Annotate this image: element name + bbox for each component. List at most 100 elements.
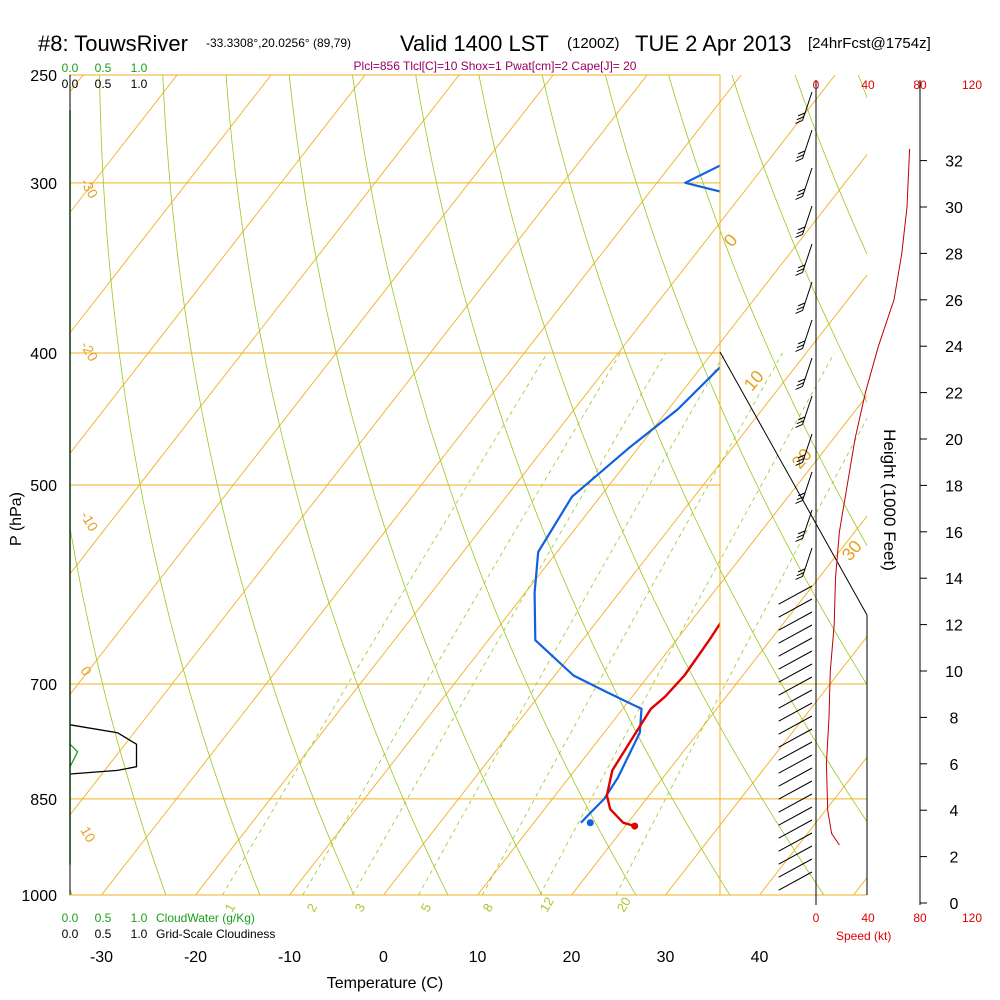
height-tick-label: 22 <box>945 386 963 403</box>
isotherm-label: -10 <box>77 509 101 535</box>
wind-barb <box>778 832 813 852</box>
isobar-lines <box>70 74 867 896</box>
surface-temperature-dot <box>631 822 639 830</box>
wind-barb <box>778 637 813 657</box>
height-tick-label: 24 <box>945 339 963 356</box>
cloudiness-top-tick: 0.5 <box>95 77 112 91</box>
height-tick-label: 18 <box>945 478 963 495</box>
wind-barb-feather <box>795 234 803 238</box>
dry-adiabat-line <box>731 75 867 404</box>
wind-barb-feather <box>797 454 806 459</box>
wind-barb-feather <box>795 576 803 580</box>
temperature-tick-label: 30 <box>657 949 675 966</box>
wind-barb-feather <box>795 386 803 390</box>
surface-dewpoint-dot <box>586 819 594 827</box>
wind-barb <box>778 650 813 670</box>
wind-barb-feather <box>797 226 806 231</box>
wind-barb-feather <box>795 310 803 314</box>
wind-barbs <box>778 91 813 891</box>
speed-top-tick: 0 <box>813 78 820 92</box>
mixing-ratio-line <box>352 352 666 895</box>
wind-barb-feather <box>795 462 803 466</box>
station-title: #8: TouwsRiver <box>38 31 188 56</box>
wind-barb <box>802 167 813 197</box>
dry-adiabat-line <box>985 75 1000 895</box>
wind-barb-feather <box>796 534 804 539</box>
dewpoint-trace <box>533 164 720 824</box>
dry-adiabat-line <box>99 75 261 895</box>
cloudiness-trace <box>69 724 138 775</box>
wind-barb <box>802 91 813 121</box>
wind-barb <box>778 845 813 865</box>
cloud-panel <box>69 110 138 865</box>
wind-barb <box>802 471 813 501</box>
temperature-tick-label: -30 <box>90 949 113 966</box>
isotherm-line <box>571 515 867 895</box>
dry-adiabat-line <box>605 75 867 686</box>
wind-barb <box>802 319 813 349</box>
wind-barb-feather <box>796 496 804 501</box>
wind-barb-feather <box>795 348 803 352</box>
wind-barb-feather <box>797 378 806 383</box>
cloud-water-trace <box>69 743 79 767</box>
speed-top-tick: 80 <box>913 78 927 92</box>
wind-barb <box>778 728 813 748</box>
mixing-ratio-label: 12 <box>537 894 557 914</box>
thermo-grid <box>70 75 1000 895</box>
mixing-ratio-line <box>222 352 548 895</box>
temperature-tick-label: -20 <box>184 949 207 966</box>
cloudiness-top-tick: 0.0 <box>62 77 79 91</box>
speed-axis-title: Speed (kt) <box>836 929 891 943</box>
cloudiness-title: Grid-Scale Cloudiness <box>156 927 275 941</box>
height-tick-label: 28 <box>945 246 963 263</box>
wind-barb <box>778 780 813 800</box>
mixing-ratio-line <box>302 352 621 895</box>
height-tick-label: 14 <box>945 571 963 588</box>
pressure-tick-label: 300 <box>30 176 57 193</box>
dry-adiabat-line <box>857 75 867 99</box>
wind-barb <box>778 598 813 618</box>
dry-adiabat-line <box>541 75 867 823</box>
cloudwater-top-tick: 0.0 <box>62 61 79 75</box>
wind-barb-feather <box>796 192 804 197</box>
height-tick-label: 2 <box>950 850 959 867</box>
isotherm-line <box>477 394 867 895</box>
dry-adiabat-line <box>478 75 825 895</box>
wind-barb <box>778 819 813 839</box>
wind-barb <box>802 129 813 159</box>
dry-adiabat-line <box>70 525 167 895</box>
wind-barb <box>778 767 813 787</box>
wind-barb-feather <box>797 188 806 193</box>
wind-barb <box>778 702 813 722</box>
isotherm-label: -20 <box>77 339 101 365</box>
wind-barb-feather <box>796 572 804 577</box>
mixing-ratio-label: 2 <box>304 901 321 915</box>
wind-barb-feather <box>796 420 804 425</box>
wind-barb <box>778 585 813 605</box>
wind-barb-feather <box>797 568 806 573</box>
zulu-time: (1200Z) <box>567 35 620 52</box>
isotherm-label: 10 <box>77 824 99 846</box>
mixing-ratio-line <box>418 352 726 895</box>
speed-height-panel: 0246810121416182022242628303200404080801… <box>719 78 982 925</box>
wind-barb <box>778 754 813 774</box>
temperature-trace <box>605 621 720 828</box>
wind-barb-feather <box>797 340 806 345</box>
speed-bottom-tick: 40 <box>861 911 875 925</box>
wind-speed-trace <box>825 148 911 846</box>
mixing-ratio-label: 3 <box>352 901 369 915</box>
wind-barb-feather <box>795 538 803 542</box>
wind-barb-feather <box>797 492 806 497</box>
speed-top-tick: 120 <box>962 78 982 92</box>
wind-barb-feather <box>795 500 803 504</box>
isotherm-label: 10 <box>740 366 768 394</box>
dry-adiabat-line <box>668 75 867 547</box>
wind-barb <box>802 243 813 273</box>
wind-barb-feather <box>797 264 806 269</box>
cloudwater-bottom-tick: 0.0 <box>62 911 79 925</box>
wind-barb-feather <box>796 458 804 463</box>
wind-barb <box>778 793 813 813</box>
mixing-ratio-label: 8 <box>480 901 497 915</box>
wind-barb <box>778 858 813 878</box>
